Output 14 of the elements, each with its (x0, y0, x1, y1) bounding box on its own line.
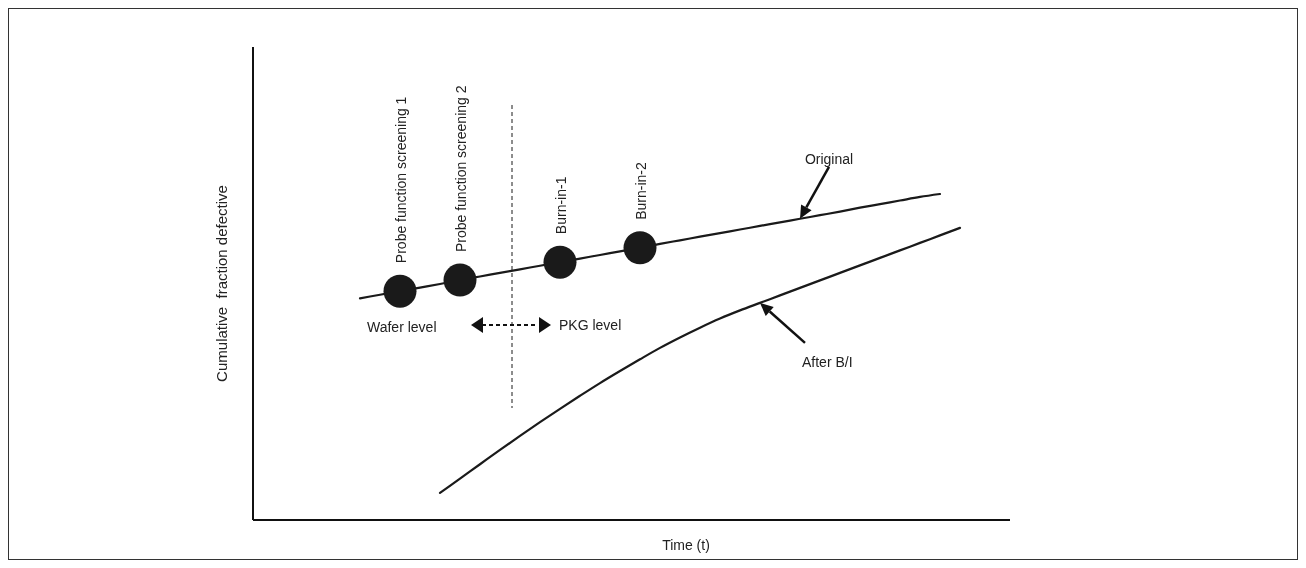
point (383, 274, 417, 308)
x-axis-title: Time (t) (662, 537, 710, 553)
annotation: PKG level (559, 317, 622, 333)
annotation: Burn-in-2 (633, 162, 649, 220)
annotation: Probe function screening 1 (393, 96, 409, 264)
y-axis-title: Cumulative fraction defective (213, 185, 230, 382)
annotation: Wafer level (367, 319, 437, 335)
point (443, 263, 477, 297)
annotation: Probe function screening 2 (453, 85, 469, 253)
text: Original (804, 150, 854, 167)
point (623, 231, 657, 265)
point (543, 245, 577, 279)
annotation: After B/I (802, 353, 853, 370)
annotation: Burn-in-1 (553, 176, 569, 235)
